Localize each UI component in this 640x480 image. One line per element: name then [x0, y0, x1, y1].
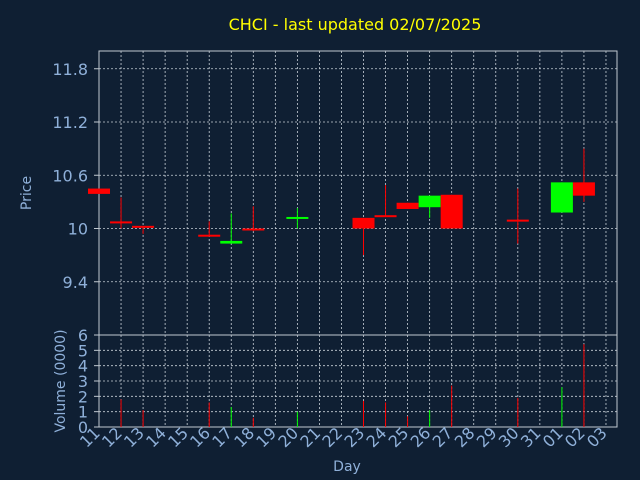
volume-tick-label: 5 — [78, 341, 88, 360]
candle-body — [88, 188, 110, 194]
candles — [88, 148, 595, 256]
candle-body — [572, 182, 595, 196]
candle-body — [352, 217, 375, 229]
x-tick-label: 03 — [583, 423, 611, 451]
x-axis-label: Day — [333, 459, 361, 475]
price-tick-label: 10 — [68, 220, 88, 239]
price-tick-label: 11.8 — [52, 60, 88, 79]
candle-body — [286, 216, 309, 219]
price-panel-frame — [98, 50, 618, 336]
candle-body — [198, 234, 221, 237]
price-tick-label: 9.4 — [63, 273, 88, 292]
price-tick-label: 10.6 — [52, 166, 88, 185]
volume-tick-label: 0 — [78, 418, 88, 437]
candle-body — [506, 219, 529, 222]
volume-axis-label: Volume (0000) — [53, 329, 69, 432]
candle-body — [110, 221, 133, 224]
candle-body — [374, 215, 397, 218]
candle-body — [242, 228, 265, 231]
volume-bars — [120, 344, 585, 427]
volume-tick-label: 3 — [78, 372, 88, 391]
candle-body — [440, 194, 463, 229]
candle-body — [396, 202, 419, 209]
candle-body — [132, 225, 155, 228]
volume-tick-label: 6 — [78, 326, 88, 345]
price-tick-label: 11.2 — [52, 113, 88, 132]
chart-title: CHCI - last updated 02/07/2025 — [229, 15, 482, 34]
volume-tick-label: 1 — [78, 403, 88, 422]
price-grid — [99, 51, 617, 335]
price-tick-labels: 11.8 11.2 10.6 10 9.4 — [52, 60, 99, 292]
price-axis-label: Price — [19, 176, 35, 210]
candle-body — [550, 182, 573, 213]
volume-grid — [99, 335, 617, 427]
volume-tick-label: 2 — [78, 387, 88, 406]
x-tick-labels: 1112131415161718192021222324252627282930… — [76, 423, 611, 451]
candle-body — [220, 240, 243, 244]
volume-tick-label: 4 — [78, 357, 88, 376]
candle-body — [418, 195, 441, 208]
